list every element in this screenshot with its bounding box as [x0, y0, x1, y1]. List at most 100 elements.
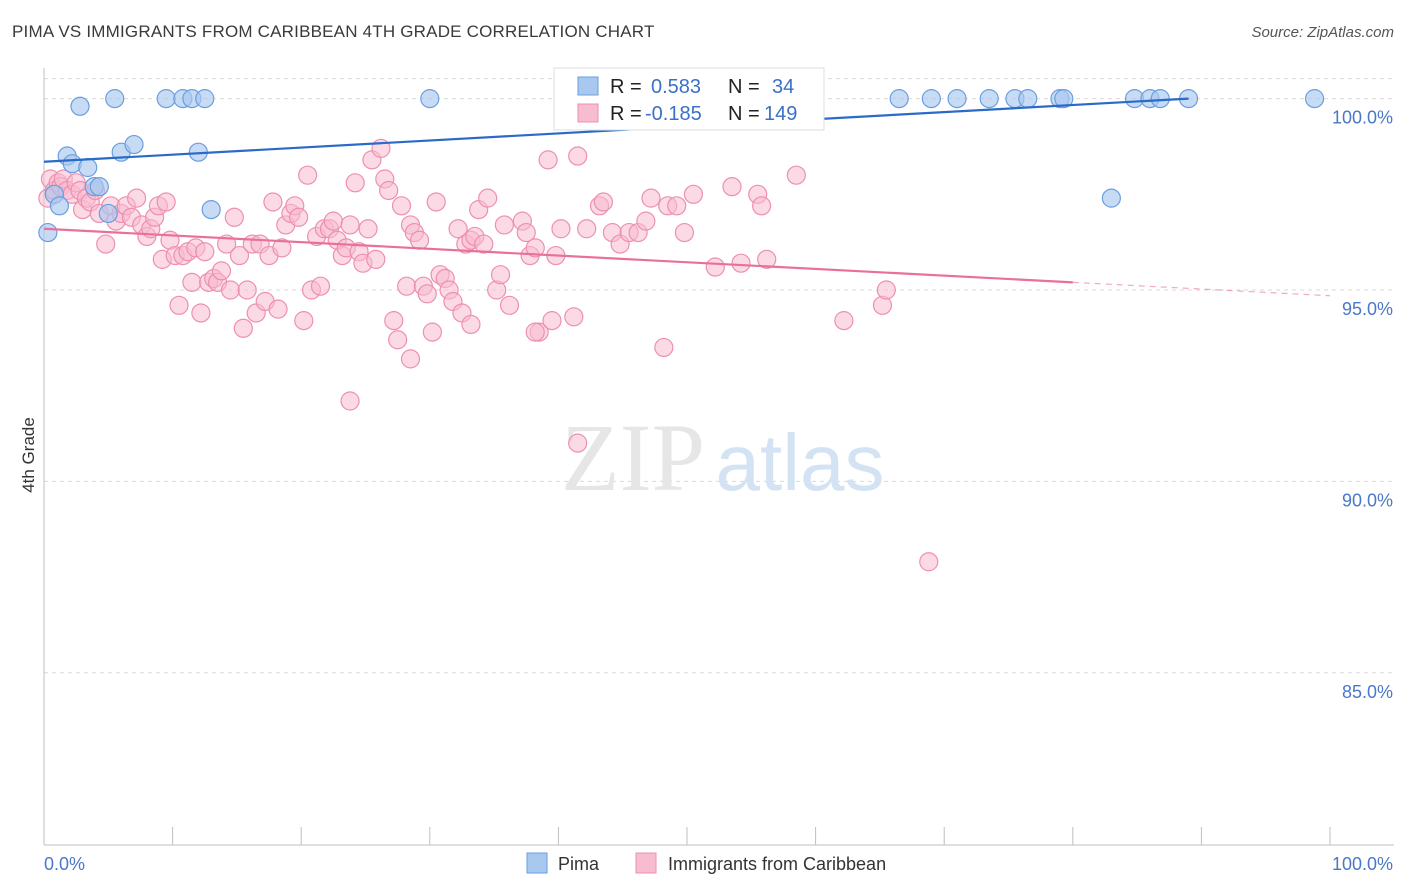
stats-r-label-caribbean: R =	[610, 103, 642, 125]
caribbean-point	[568, 433, 588, 453]
caribbean-point	[224, 207, 244, 227]
caribbean-point	[366, 249, 386, 269]
caribbean-point	[516, 222, 536, 243]
pima-point	[1101, 188, 1121, 208]
caribbean-point	[499, 295, 520, 315]
caribbean-point	[525, 238, 545, 258]
caribbean-point	[397, 276, 417, 296]
caribbean-point	[538, 150, 558, 170]
stats-swatch-caribbean	[577, 103, 599, 123]
caribbean-point	[229, 245, 250, 266]
pima-point	[1018, 89, 1038, 109]
caribbean-point	[340, 391, 360, 411]
x-tick-label-end: 100.0%	[1332, 854, 1393, 874]
y-tick-label-85: 85.0%	[1342, 682, 1393, 702]
caribbean-point	[345, 173, 365, 193]
caribbean-point	[268, 299, 288, 319]
caribbean-point	[490, 265, 511, 285]
legend-swatch-caribbean	[635, 852, 657, 874]
y-tick-label-100: 100.0%	[1332, 108, 1393, 128]
caribbean-point	[751, 196, 772, 216]
stats-box-frame	[553, 67, 825, 131]
watermark-zip: ZIP	[561, 404, 705, 511]
pima-point	[70, 96, 90, 116]
caribbean-point	[876, 280, 896, 300]
stats-n-value-pima: 34	[772, 76, 794, 98]
caribbean-point	[298, 165, 318, 185]
chart-title: PIMA VS IMMIGRANTS FROM CARIBBEAN 4TH GR…	[12, 22, 655, 41]
caribbean-trend-extension	[1072, 281, 1331, 297]
caribbean-point	[388, 330, 408, 350]
pima-point	[156, 89, 176, 109]
grid-lines	[44, 78, 1394, 674]
caribbean-point	[340, 215, 360, 235]
caribbean-point	[461, 314, 481, 335]
caribbean-point	[705, 257, 725, 277]
caribbean-point	[195, 242, 215, 262]
caribbean-point	[126, 188, 147, 208]
pima-point	[124, 134, 144, 155]
watermark-atlas: atlas	[716, 418, 885, 507]
caribbean-trend-line	[43, 227, 1073, 284]
caribbean-point	[654, 337, 674, 358]
pima-point	[49, 196, 70, 216]
caribbean-point	[577, 219, 597, 239]
stats-r-value-pima: 0.583	[651, 76, 701, 98]
caribbean-point	[409, 230, 430, 250]
caribbean-point	[478, 188, 498, 208]
y-tick-label-95: 95.0%	[1342, 299, 1393, 319]
caribbean-point	[272, 238, 292, 258]
watermark: ZIP atlas	[561, 404, 884, 511]
pima-point	[420, 89, 440, 109]
x-tick-labels: 0.0% 100.0%	[44, 854, 1393, 874]
caribbean-point	[169, 295, 189, 315]
legend-swatch-pima	[526, 852, 548, 874]
caribbean-point	[358, 219, 378, 239]
caribbean-point	[422, 322, 442, 342]
pima-point	[979, 89, 999, 109]
x-tick-label-start: 0.0%	[44, 854, 85, 874]
caribbean-point	[448, 219, 468, 239]
caribbean-point	[211, 261, 232, 281]
pima-point	[921, 89, 941, 109]
legend-label-pima: Pima	[558, 854, 600, 874]
caribbean-point	[474, 234, 494, 254]
caribbean-point	[786, 165, 806, 185]
caribbean-point	[233, 318, 253, 338]
caribbean-point	[426, 192, 446, 212]
caribbean-point	[400, 349, 421, 369]
caribbean-point	[263, 192, 283, 212]
pima-point	[105, 89, 125, 109]
pima-point	[1054, 89, 1074, 109]
caribbean-point	[323, 211, 343, 231]
y-tick-label-90: 90.0%	[1342, 490, 1393, 510]
pima-point	[98, 203, 118, 224]
legend: Pima Immigrants from Caribbean	[526, 852, 886, 874]
pima-point	[195, 89, 215, 109]
caribbean-point	[722, 177, 742, 197]
source-note: Source: ZipAtlas.com	[1251, 24, 1394, 41]
caribbean-point	[384, 311, 404, 331]
caribbean-point	[641, 188, 661, 208]
caribbean-point	[391, 196, 412, 216]
pima-point	[947, 89, 967, 109]
pima-point	[1150, 89, 1170, 109]
caribbean-point	[551, 219, 571, 239]
caribbean-point	[310, 276, 331, 296]
caribbean-point	[220, 280, 241, 300]
caribbean-point	[542, 311, 562, 331]
caribbean-point	[289, 207, 309, 227]
caribbean-point	[156, 192, 176, 212]
caribbean-point	[593, 192, 614, 212]
caribbean-point	[568, 146, 588, 166]
stats-r-label-pima: R =	[610, 76, 642, 98]
pima-point	[38, 222, 58, 243]
caribbean-point	[674, 222, 695, 243]
caribbean-point	[182, 272, 202, 292]
caribbean-point	[636, 211, 656, 231]
pima-point	[78, 157, 98, 178]
caribbean-point	[191, 303, 211, 323]
caribbean-point	[379, 180, 399, 201]
caribbean-point	[237, 280, 257, 300]
